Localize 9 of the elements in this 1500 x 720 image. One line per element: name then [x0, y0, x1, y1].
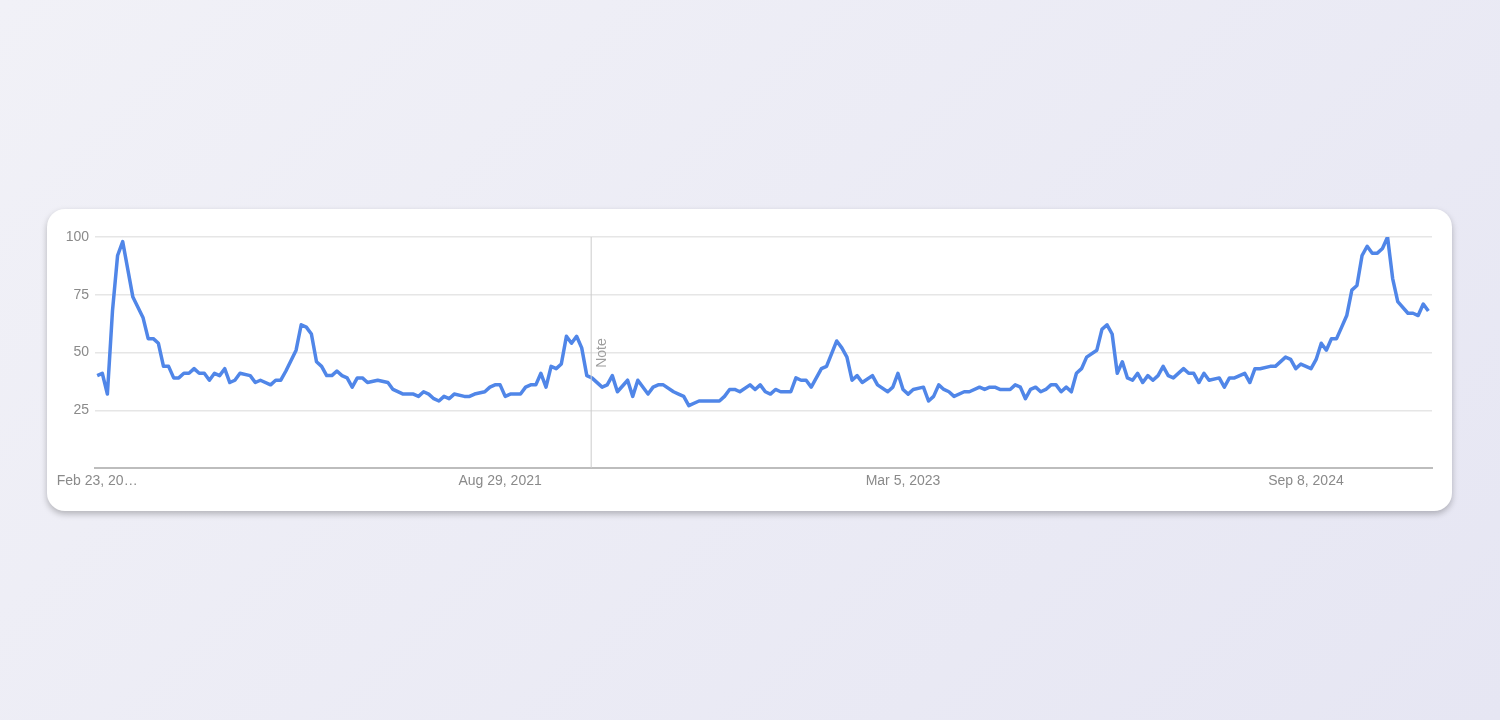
y-tick-label: 50	[73, 343, 90, 360]
x-tick-label: Mar 5, 2023	[865, 472, 941, 489]
y-tick-label: 100	[65, 227, 90, 244]
x-tick-label: Sep 8, 2024	[1268, 472, 1344, 489]
x-tick-label: Feb 23, 20…	[56, 472, 138, 489]
y-tick-label: 75	[73, 285, 90, 302]
ref-line-label: Note	[593, 338, 610, 368]
y-tick-label: 25	[73, 401, 90, 418]
x-tick-label: Aug 29, 2021	[458, 472, 542, 489]
